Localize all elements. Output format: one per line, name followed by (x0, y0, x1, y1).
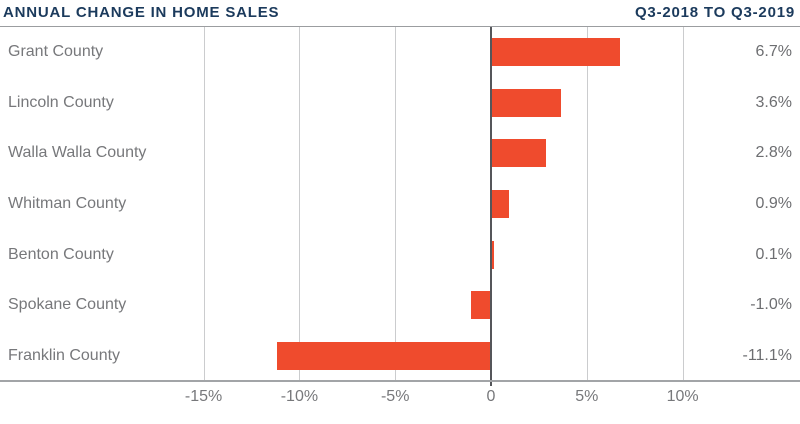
category-label: Whitman County (8, 194, 127, 212)
chart-period: Q3-2018 TO Q3-2019 (634, 4, 795, 21)
value-label: 0.9% (755, 194, 792, 212)
value-label: 3.6% (755, 93, 792, 111)
category-label: Spokane County (8, 296, 127, 314)
value-bar (492, 88, 561, 117)
gridline (203, 27, 205, 381)
value-bar (470, 291, 490, 320)
gridline (682, 27, 684, 381)
value-label: 0.1% (755, 245, 792, 263)
category-label: Walla Walla County (8, 144, 147, 162)
value-label: 6.7% (755, 43, 792, 61)
x-tick-label: 0 (486, 388, 496, 405)
value-bar (492, 38, 621, 67)
gridline (395, 27, 397, 381)
category-label: Grant County (8, 43, 104, 61)
value-label: -11.1% (742, 346, 792, 364)
category-label: Lincoln County (8, 93, 114, 111)
x-tick-label: -15% (184, 388, 223, 405)
gridline (299, 27, 301, 381)
x-axis-line (0, 380, 800, 382)
value-label: 2.8% (755, 144, 792, 162)
chart-title: ANNUAL CHANGE IN HOME SALES (3, 4, 280, 21)
value-bar (492, 139, 546, 168)
x-tick-label: 5% (575, 388, 599, 405)
value-bar (492, 190, 510, 218)
header-divider (0, 26, 800, 27)
value-bar (492, 240, 494, 269)
category-label: Benton County (8, 245, 114, 263)
x-tick-label: -5% (380, 388, 410, 405)
chart-header: ANNUAL CHANGE IN HOME SALES Q3-2018 TO Q… (0, 0, 800, 26)
zero-gridline (490, 27, 492, 386)
x-tick-label: 10% (666, 388, 699, 405)
value-bar (277, 341, 490, 370)
x-tick-label: -10% (280, 388, 319, 405)
gridline (586, 27, 588, 381)
value-label: -1.0% (750, 296, 792, 314)
category-label: Franklin County (8, 346, 121, 364)
